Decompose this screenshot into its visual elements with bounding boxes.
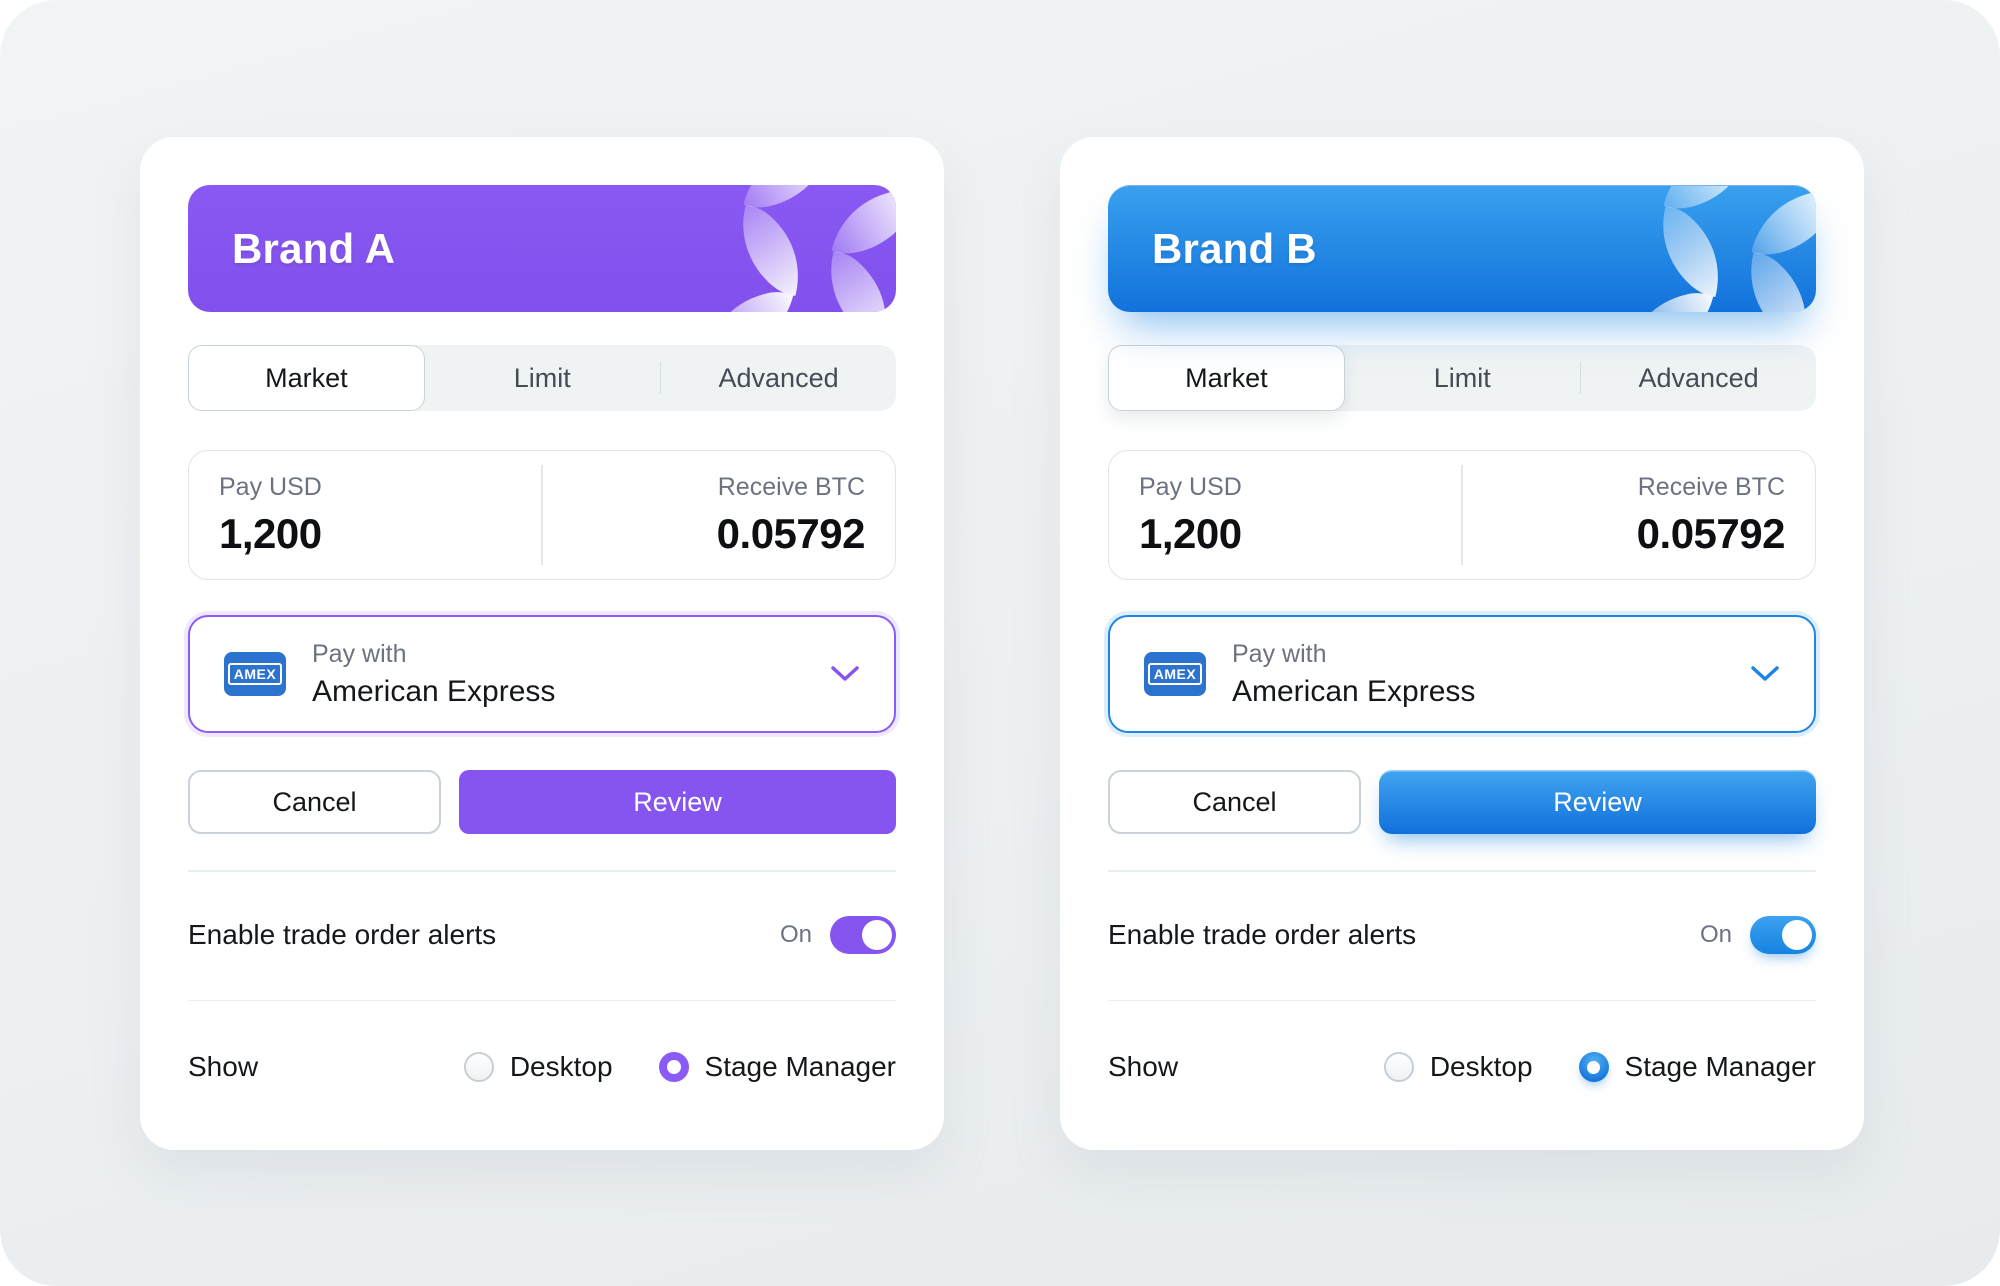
toggle-state-label: On bbox=[1699, 920, 1732, 948]
receive-label: Receive BTC bbox=[1637, 472, 1785, 501]
card-brand-a: Brand A Market Limit Advanced Pay USD 1,… bbox=[140, 137, 944, 1150]
receive-value[interactable]: 0.05792 bbox=[716, 509, 866, 557]
amounts-box: Pay USD 1,200 Receive BTC 0.05792 bbox=[188, 450, 896, 580]
receive-amount-field[interactable]: Receive BTC 0.05792 bbox=[543, 451, 895, 579]
radio-option-stage-manager[interactable]: Stage Manager bbox=[658, 1051, 896, 1083]
pay-label: Pay USD bbox=[1139, 472, 1242, 501]
pay-amount-field[interactable]: Pay USD 1,200 bbox=[189, 451, 541, 579]
paywith-method: American Express bbox=[312, 674, 556, 708]
divider bbox=[188, 870, 896, 872]
helix-ribbon-icon bbox=[610, 185, 896, 312]
radio-option-desktop[interactable]: Desktop bbox=[1383, 1051, 1533, 1083]
radio-option-desktop[interactable]: Desktop bbox=[463, 1051, 613, 1083]
receive-value[interactable]: 0.05792 bbox=[1636, 509, 1786, 557]
cancel-button[interactable]: Cancel bbox=[1108, 770, 1361, 834]
amex-icon-text: AMEX bbox=[1147, 663, 1203, 685]
payment-method-text: Pay with American Express bbox=[312, 640, 804, 709]
radio-desktop-icon[interactable] bbox=[463, 1052, 494, 1082]
paywith-label: Pay with bbox=[1232, 639, 1327, 668]
order-type-tabs: Market Limit Advanced bbox=[188, 345, 896, 411]
payment-method-text: Pay with American Express bbox=[1232, 640, 1724, 709]
pay-value[interactable]: 1,200 bbox=[1139, 509, 1242, 557]
alerts-row: Enable trade order alerts On bbox=[1108, 906, 1816, 964]
toggle-knob bbox=[1782, 919, 1812, 950]
tab-limit[interactable]: Limit bbox=[1433, 362, 1491, 393]
tab-market[interactable]: Market bbox=[1108, 345, 1345, 411]
pay-label: Pay USD bbox=[219, 472, 322, 501]
show-radio-group: Desktop Stage Manager bbox=[1383, 1051, 1816, 1083]
radio-stage-manager-label: Stage Manager bbox=[704, 1051, 896, 1082]
order-type-tabs: Market Limit Advanced bbox=[1108, 345, 1816, 411]
helix-ribbon-icon bbox=[1530, 185, 1816, 312]
tab-advanced[interactable]: Advanced bbox=[718, 362, 839, 393]
show-label: Show bbox=[188, 1051, 259, 1082]
alerts-toggle[interactable] bbox=[1750, 915, 1816, 954]
radio-desktop-icon[interactable] bbox=[1383, 1052, 1414, 1082]
toggle-knob bbox=[862, 919, 892, 950]
tab-divider bbox=[1579, 362, 1582, 394]
radio-stage-manager-label: Stage Manager bbox=[1624, 1051, 1816, 1082]
brand-title: Brand B bbox=[1152, 225, 1317, 272]
radio-stage-manager-icon[interactable] bbox=[658, 1052, 689, 1082]
brand-b-banner: Brand B bbox=[1108, 185, 1816, 312]
divider bbox=[188, 999, 896, 1001]
amex-icon: AMEX bbox=[1144, 652, 1206, 696]
paywith-label: Pay with bbox=[312, 639, 407, 668]
paywith-method: American Express bbox=[1232, 674, 1476, 708]
card-brand-b: Brand B Market Limit Advanced Pay USD 1,… bbox=[1060, 137, 1864, 1150]
review-button[interactable]: Review bbox=[1379, 770, 1816, 834]
review-button[interactable]: Review bbox=[459, 770, 896, 834]
show-label: Show bbox=[1108, 1051, 1179, 1082]
amex-icon-text: AMEX bbox=[227, 663, 283, 685]
chevron-down-icon bbox=[1750, 665, 1780, 683]
radio-desktop-label: Desktop bbox=[1429, 1051, 1533, 1082]
alerts-label: Enable trade order alerts bbox=[1108, 918, 1417, 950]
pay-amount-field[interactable]: Pay USD 1,200 bbox=[1109, 451, 1461, 579]
payment-method-select[interactable]: AMEX Pay with American Express bbox=[1108, 615, 1816, 733]
toggle-state-label: On bbox=[779, 920, 812, 948]
alerts-row: Enable trade order alerts On bbox=[188, 906, 896, 964]
show-radio-group: Desktop Stage Manager bbox=[463, 1051, 896, 1083]
amount-divider bbox=[1461, 465, 1463, 565]
tab-limit[interactable]: Limit bbox=[513, 362, 571, 393]
action-buttons: Cancel Review bbox=[1108, 770, 1816, 834]
amex-icon: AMEX bbox=[224, 652, 286, 696]
radio-option-stage-manager[interactable]: Stage Manager bbox=[1578, 1051, 1816, 1083]
brand-title: Brand A bbox=[232, 224, 396, 272]
alerts-label: Enable trade order alerts bbox=[188, 918, 497, 950]
amounts-box: Pay USD 1,200 Receive BTC 0.05792 bbox=[1108, 450, 1816, 580]
show-row: Show Desktop Stage Manager bbox=[188, 1037, 896, 1097]
alerts-toggle[interactable] bbox=[830, 915, 896, 954]
divider bbox=[1108, 870, 1816, 872]
divider bbox=[1108, 999, 1816, 1001]
payment-method-select[interactable]: AMEX Pay with American Express bbox=[188, 615, 896, 733]
tab-market[interactable]: Market bbox=[188, 345, 425, 411]
action-buttons: Cancel Review bbox=[188, 770, 896, 834]
radio-desktop-label: Desktop bbox=[509, 1051, 613, 1082]
tab-divider bbox=[659, 362, 662, 394]
tab-advanced[interactable]: Advanced bbox=[1638, 362, 1759, 393]
receive-amount-field[interactable]: Receive BTC 0.05792 bbox=[1463, 451, 1815, 579]
cancel-button[interactable]: Cancel bbox=[188, 770, 441, 834]
radio-stage-manager-icon[interactable] bbox=[1578, 1052, 1609, 1082]
brand-a-banner: Brand A bbox=[188, 185, 896, 312]
amount-divider bbox=[541, 465, 543, 565]
receive-label: Receive BTC bbox=[717, 472, 865, 501]
pay-value[interactable]: 1,200 bbox=[219, 509, 322, 557]
chevron-down-icon bbox=[830, 665, 860, 683]
show-row: Show Desktop Stage Manager bbox=[1108, 1037, 1816, 1097]
